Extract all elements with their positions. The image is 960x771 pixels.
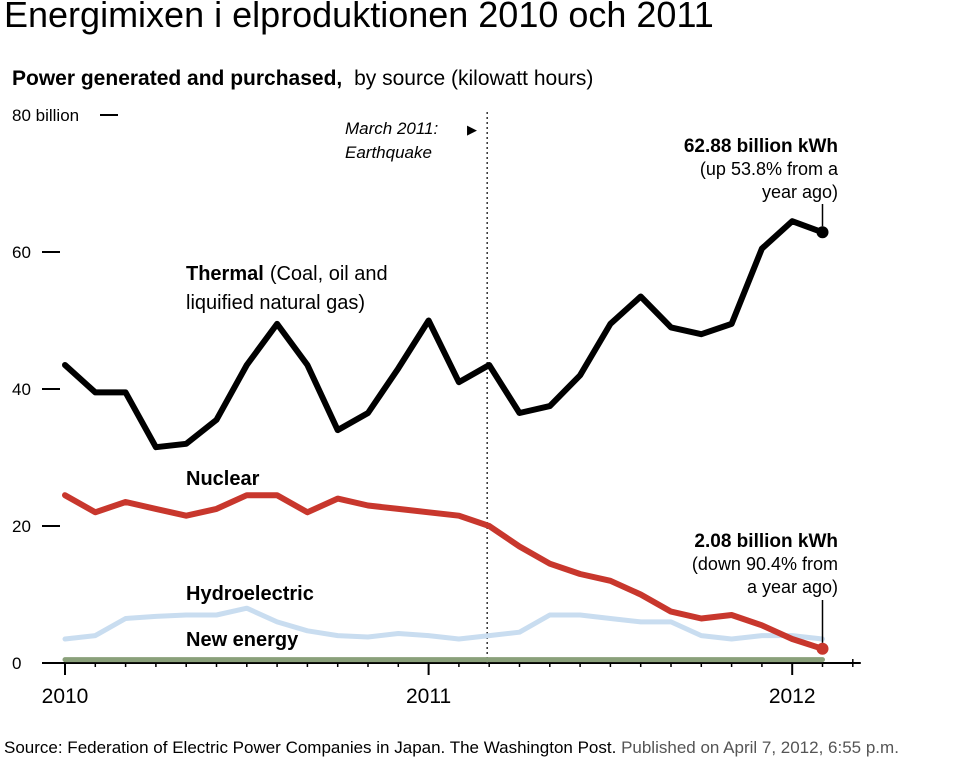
thermal-label: Thermal (Coal, oil and <box>186 263 388 285</box>
page-title: Energimixen i elproduktionen 2010 och 20… <box>4 0 714 35</box>
y-tick-label: 60 <box>12 243 31 262</box>
thermal-label-bold: Thermal <box>186 263 264 285</box>
y-tick-label: 0 <box>12 654 21 673</box>
source-text: Source: Federation of Electric Power Com… <box>4 738 617 757</box>
chart: Power generated and purchased, by source… <box>12 67 861 708</box>
y-tick-label: 20 <box>12 517 31 536</box>
nuclear-annotation-value: 2.08 billion kWh <box>694 531 838 552</box>
nuclear-end-point <box>816 642 829 655</box>
nuclear-annotation-line2: (down 90.4% from <box>692 554 838 574</box>
x-axis: 2010 2011 2012 <box>42 659 861 708</box>
x-tick-label: 2010 <box>42 685 89 708</box>
chart-title: Power generated and purchased, by source… <box>12 67 593 90</box>
nuclear-annotation-line3: a year ago) <box>747 577 838 597</box>
series-line-nuclear <box>62 492 826 652</box>
earthquake-label-line2: Earthquake <box>345 143 432 162</box>
published-text: Published on April 7, 2012, 6:55 p.m. <box>621 738 899 757</box>
series-group <box>62 218 829 663</box>
new-energy-label: New energy <box>186 629 299 651</box>
x-tick-label: 2012 <box>769 685 816 708</box>
series-labels: Thermal (Coal, oil and liquified natural g… <box>186 136 839 651</box>
thermal-label-rest: (Coal, oil and <box>270 263 388 285</box>
x-tick-label: 2011 <box>406 685 451 708</box>
thermal-label-line2: liquified natural gas) <box>186 292 365 314</box>
series-line-hydro <box>62 605 825 642</box>
y-axis: 0 20 40 60 80 billion <box>12 106 118 673</box>
nuclear-label: Nuclear <box>186 468 260 490</box>
earthquake-label-line1: March 2011: <box>345 119 439 138</box>
source-line: Source: Federation of Electric Power Com… <box>4 738 899 758</box>
series-line-thermal <box>62 218 826 451</box>
earthquake-marker: March 2011: ▶ Earthquake <box>345 112 488 663</box>
thermal-annotation-value: 62.88 billion kWh <box>684 136 838 157</box>
chart-subtitle: by source (kilowatt hours) <box>354 67 593 90</box>
thermal-annotation-line2: (up 53.8% from a <box>700 159 839 179</box>
earthquake-arrow-icon: ▶ <box>467 122 477 137</box>
thermal-annotation-line3: year ago) <box>762 182 838 202</box>
hydro-label: Hydroelectric <box>186 583 314 605</box>
chart-title-bold: Power generated and purchased, <box>12 67 342 90</box>
y-tick-label: 80 billion <box>12 106 79 125</box>
thermal-end-point <box>816 226 829 239</box>
y-tick-label: 40 <box>12 380 31 399</box>
